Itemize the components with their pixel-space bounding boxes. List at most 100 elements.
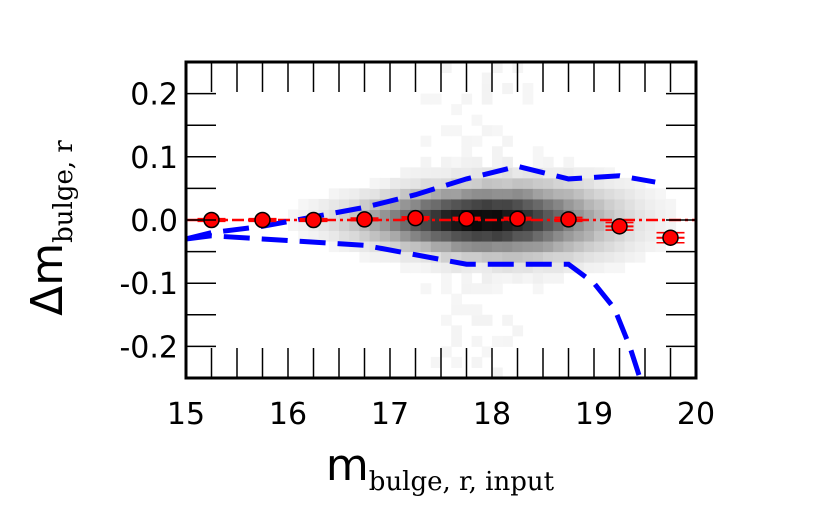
heatmap-cell xyxy=(298,209,309,221)
heatmap-cell xyxy=(573,188,585,200)
heatmap-cell xyxy=(594,241,605,253)
heatmap-cell xyxy=(369,241,381,253)
heatmap-cell xyxy=(522,272,534,284)
heatmap-cell xyxy=(461,177,473,189)
heatmap-cell xyxy=(471,114,483,126)
heatmap-cell xyxy=(502,241,513,253)
heatmap-cell xyxy=(532,251,544,263)
heatmap-cell xyxy=(645,188,656,200)
heatmap-cell xyxy=(471,283,483,295)
heatmap-cell xyxy=(420,262,432,274)
heatmap-cell xyxy=(420,209,432,221)
heatmap-cell xyxy=(369,188,381,200)
heatmap-cell xyxy=(441,272,452,284)
heatmap-cell xyxy=(573,262,585,274)
heatmap-cell xyxy=(318,220,330,232)
heatmap-cell xyxy=(665,209,677,221)
heatmap-cell xyxy=(502,209,513,221)
heatmap-cell xyxy=(665,198,677,210)
heatmap-cell xyxy=(614,209,626,221)
heatmap-cell xyxy=(512,230,524,242)
lower-scatter-envelope-line xyxy=(185,233,643,379)
heatmap-cell xyxy=(471,335,483,347)
heatmap-cell xyxy=(471,188,483,200)
heatmap-cell xyxy=(451,356,462,368)
heatmap-cell xyxy=(583,177,595,189)
heatmap-cell xyxy=(553,241,564,253)
heatmap-cell xyxy=(594,230,605,242)
median-point xyxy=(611,218,628,235)
heatmap-cell xyxy=(573,220,585,232)
heatmap-cell xyxy=(441,230,452,242)
heatmap-cell xyxy=(461,188,473,200)
heatmap-cell xyxy=(614,230,626,242)
heatmap-cell xyxy=(441,262,452,274)
heatmap-cell xyxy=(573,251,585,263)
heatmap-cell xyxy=(400,251,411,263)
heatmap-cell xyxy=(634,251,646,263)
heatmap-cell xyxy=(400,177,411,189)
heatmap-cell xyxy=(451,293,462,305)
heatmap-cell xyxy=(390,230,401,242)
heatmap-cell xyxy=(471,241,483,253)
heatmap-cell xyxy=(461,272,473,284)
heatmap-cell xyxy=(614,262,626,274)
heatmap-cell xyxy=(288,209,299,221)
heatmap-cell xyxy=(543,167,554,179)
heatmap-cell xyxy=(543,177,554,189)
heatmap-cell xyxy=(583,230,595,242)
heatmap-cell xyxy=(512,251,524,263)
heatmap-cell xyxy=(430,167,442,179)
heatmap-cell xyxy=(461,304,473,316)
heatmap-cell xyxy=(471,314,483,326)
heatmap-cell xyxy=(420,198,432,210)
heatmap-cell xyxy=(583,188,595,200)
heatmap-cell xyxy=(502,220,513,232)
heatmap-cell xyxy=(492,251,503,263)
heatmap-cell xyxy=(583,198,595,210)
heatmap-cell xyxy=(420,177,432,189)
heatmap-cell xyxy=(492,209,503,221)
heatmap-cell xyxy=(390,209,401,221)
heatmap-cell xyxy=(369,251,381,263)
heatmap-cell xyxy=(420,156,432,168)
heatmap-cell xyxy=(410,167,422,179)
heatmap-cell xyxy=(624,241,636,253)
heatmap-cell xyxy=(492,156,503,168)
heatmap-cell xyxy=(532,188,544,200)
heatmap-cell xyxy=(390,251,401,263)
heatmap-cell xyxy=(461,146,473,158)
heatmap-cell xyxy=(532,241,544,253)
heatmap-cell xyxy=(492,335,503,347)
median-point xyxy=(560,211,577,228)
heatmap-cell xyxy=(543,272,554,284)
median-point xyxy=(662,229,679,246)
heatmap-cell xyxy=(379,188,391,200)
heatmap-cell xyxy=(492,262,503,274)
heatmap-cell xyxy=(481,198,493,210)
heatmap-cell xyxy=(420,93,432,105)
heatmap-cell xyxy=(594,167,605,179)
heatmap-cell xyxy=(604,251,615,263)
heatmap-cell xyxy=(532,198,544,210)
heatmap-cell xyxy=(604,230,615,242)
heatmap-cell xyxy=(594,251,605,263)
heatmap-cell xyxy=(441,314,452,326)
heatmap-cell xyxy=(624,198,636,210)
heatmap-cell xyxy=(594,198,605,210)
heatmap-cell xyxy=(481,262,493,274)
heatmap-cell xyxy=(441,62,452,74)
heatmap-cell xyxy=(573,230,585,242)
heatmap-cell xyxy=(502,335,513,347)
heatmap-cell xyxy=(471,356,483,368)
heatmap-cell xyxy=(573,167,585,179)
heatmap-cell xyxy=(441,167,452,179)
x-tick-label: 19 xyxy=(575,397,613,432)
heatmap-cell xyxy=(441,283,452,295)
heatmap-cell xyxy=(563,167,575,179)
heatmap-cell xyxy=(492,62,503,74)
heatmap-cell xyxy=(563,262,575,274)
heatmap-cell xyxy=(481,125,493,137)
heatmap-cell xyxy=(543,262,554,274)
heatmap-cell xyxy=(532,156,544,168)
